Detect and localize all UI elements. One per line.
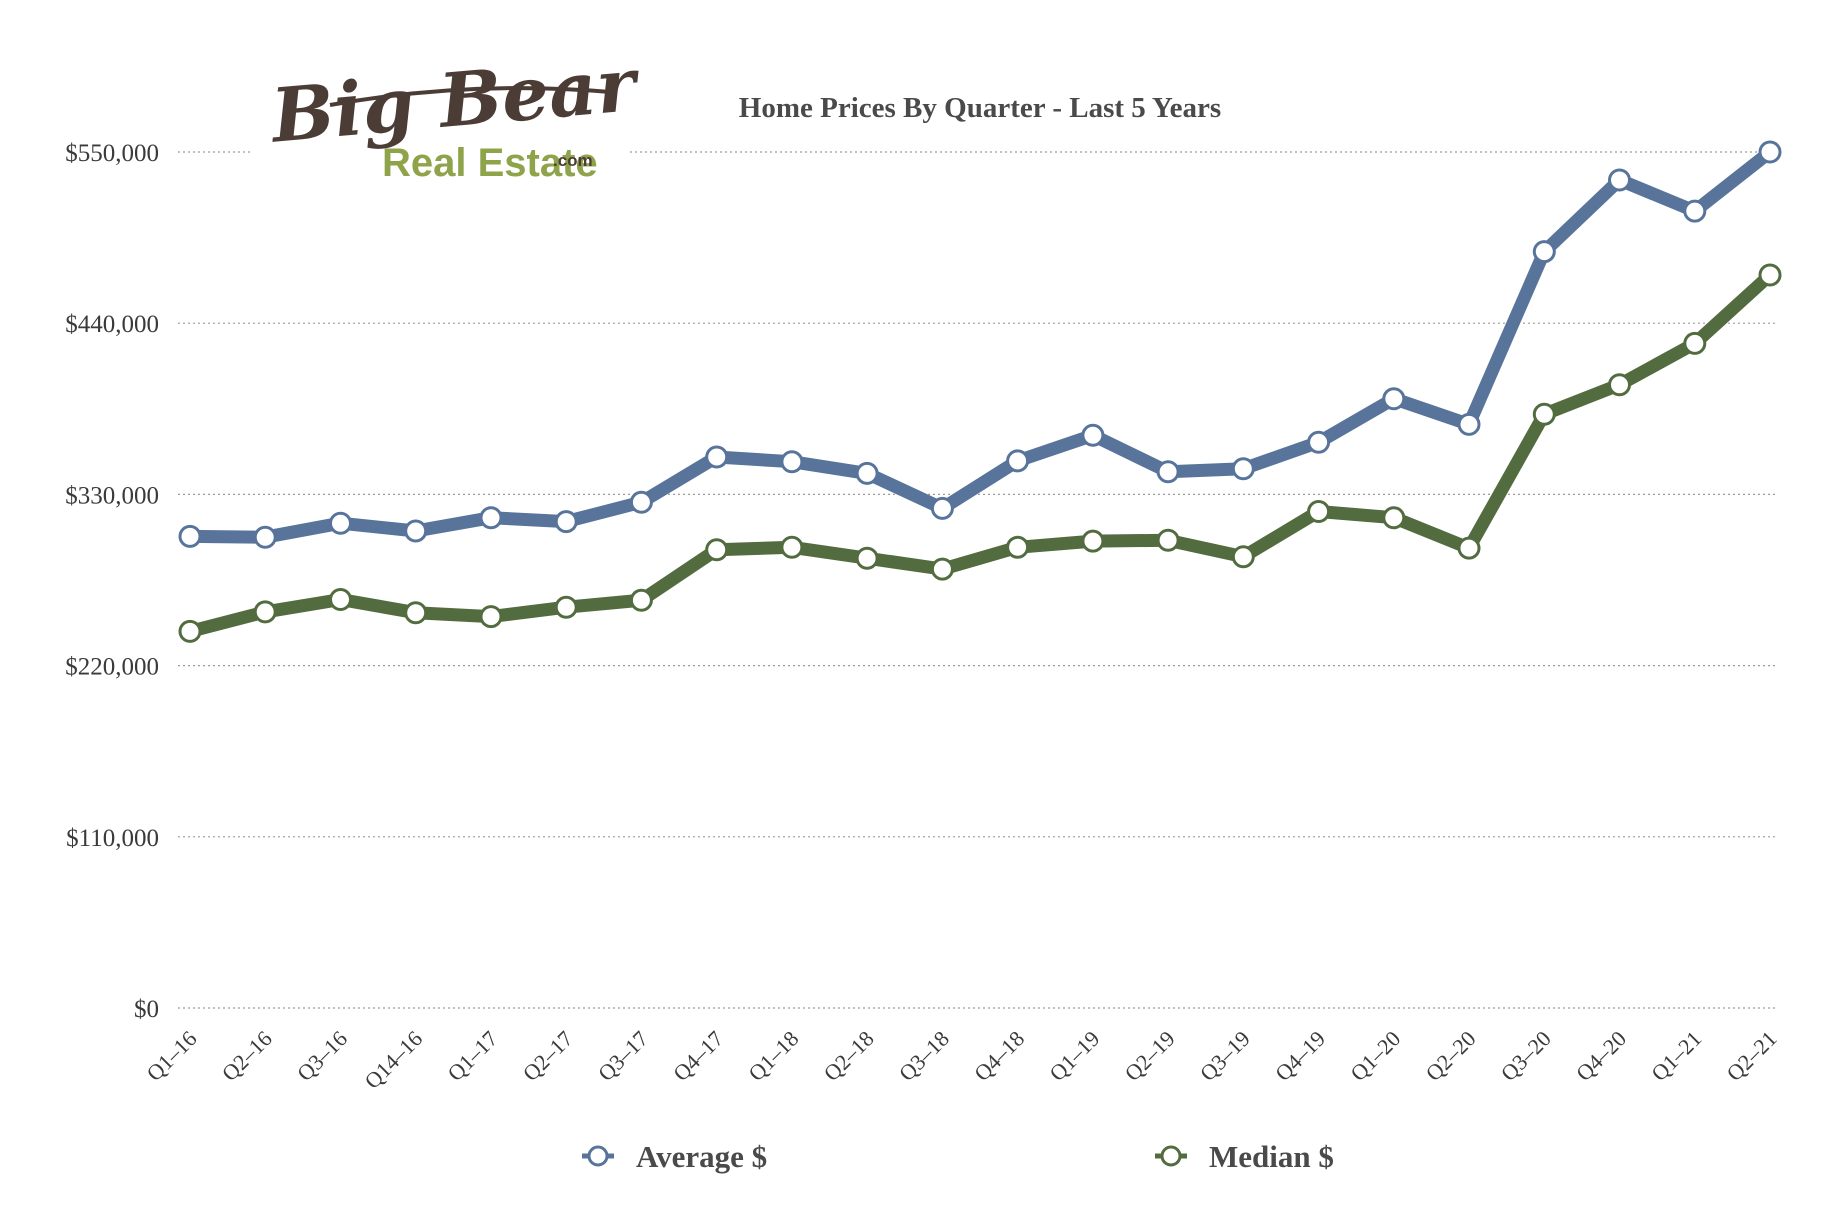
data-point-average[interactable]: [1006, 449, 1030, 473]
logo-line2: Real Estate: [382, 141, 598, 185]
legend-item-average[interactable]: Average $: [582, 1139, 767, 1174]
x-tick-label: Q4–20: [1571, 1026, 1631, 1086]
data-point-median[interactable]: [554, 595, 578, 619]
legend: Average $ Median $: [582, 1139, 1334, 1174]
x-tick-label: Q1–20: [1345, 1026, 1405, 1086]
x-tick-label: Q14–16: [359, 1026, 427, 1094]
series-lines: [183, 145, 1777, 638]
data-point-average[interactable]: [629, 490, 653, 514]
data-point-median[interactable]: [1683, 331, 1707, 355]
data-point-median[interactable]: [1532, 402, 1556, 426]
x-tick-label: Q1–18: [743, 1026, 803, 1086]
data-point-median[interactable]: [1006, 535, 1030, 559]
data-point-median[interactable]: [1231, 545, 1255, 569]
data-point-average[interactable]: [253, 525, 277, 549]
big-bear-logo: Big Bear Real Estate .com: [266, 42, 644, 185]
x-tick-label: Q2–20: [1421, 1026, 1481, 1086]
data-point-median[interactable]: [855, 546, 879, 570]
data-point-average[interactable]: [1382, 387, 1406, 411]
data-point-median[interactable]: [1081, 529, 1105, 553]
x-tick-label: Q3–19: [1195, 1026, 1255, 1086]
x-tick-label: Q1–17: [442, 1026, 502, 1086]
data-point-median[interactable]: [479, 605, 503, 629]
data-point-median[interactable]: [780, 535, 804, 559]
y-tick-label: $110,000: [66, 825, 159, 852]
legend-average-label: Average $: [636, 1139, 767, 1174]
x-tick-label: Q2–17: [518, 1026, 578, 1086]
data-point-median[interactable]: [705, 538, 729, 562]
data-point-median[interactable]: [329, 588, 352, 611]
series-line-average: [183, 145, 1777, 544]
x-tick-label: Q1–19: [1044, 1026, 1104, 1086]
data-point-average[interactable]: [1156, 460, 1180, 484]
data-point-median[interactable]: [930, 557, 954, 581]
y-tick-label: $440,000: [65, 311, 159, 338]
data-point-average[interactable]: [554, 510, 578, 534]
data-point-average[interactable]: [329, 511, 352, 535]
y-tick-label: $0: [134, 996, 159, 1023]
logo-swoosh: [329, 86, 611, 107]
data-point-median[interactable]: [629, 588, 653, 612]
data-point-average[interactable]: [479, 506, 503, 530]
legend-median-label: Median $: [1209, 1139, 1334, 1174]
x-tick-label: Q4–19: [1270, 1026, 1330, 1086]
chart-title: Home Prices By Quarter - Last 5 Years: [739, 92, 1221, 124]
data-point-average[interactable]: [404, 519, 428, 543]
data-point-average[interactable]: [1081, 423, 1105, 447]
x-tick-label: Q3–20: [1496, 1026, 1556, 1086]
data-point-average[interactable]: [705, 445, 729, 469]
data-point-average[interactable]: [1457, 412, 1481, 436]
x-tick-label: Q3–17: [593, 1026, 653, 1086]
legend-average-marker: [587, 1145, 609, 1167]
x-tick-label: Q1–21: [1646, 1026, 1706, 1086]
data-point-median[interactable]: [178, 619, 202, 643]
x-axis-ticks: Q1–16 Q2–16 Q3–16 Q14–16 Q1–17 Q2–17 Q3–17 Q4–1…: [142, 1026, 1782, 1094]
x-tick-label: Q1–16: [142, 1026, 202, 1086]
x-tick-label: Q2–18: [819, 1026, 879, 1086]
data-point-median[interactable]: [1156, 528, 1180, 552]
data-point-average[interactable]: [930, 496, 954, 520]
data-point-average[interactable]: [1608, 168, 1631, 192]
y-tick-label: $550,000: [65, 140, 159, 167]
data-point-median[interactable]: [1457, 536, 1481, 560]
y-tick-label: $330,000: [65, 482, 159, 509]
x-tick-label: Q4–17: [668, 1026, 728, 1086]
data-point-average[interactable]: [1307, 430, 1331, 454]
x-tick-label: Q2–21: [1722, 1026, 1782, 1086]
series-line-median: [183, 268, 1777, 638]
x-tick-label: Q2–16: [217, 1026, 277, 1086]
x-tick-label: Q4–18: [969, 1026, 1029, 1086]
data-point-average[interactable]: [1758, 140, 1782, 164]
data-point-average[interactable]: [1683, 199, 1707, 223]
data-point-median[interactable]: [253, 600, 277, 624]
data-point-average[interactable]: [1231, 457, 1255, 481]
logo-suffix: .com: [553, 151, 593, 170]
data-point-median[interactable]: [1307, 500, 1331, 523]
data-point-median[interactable]: [404, 601, 428, 625]
legend-median-marker: [1160, 1145, 1182, 1167]
data-point-average[interactable]: [1532, 240, 1556, 264]
data-point-average[interactable]: [855, 461, 879, 485]
data-point-median[interactable]: [1608, 373, 1631, 397]
data-point-median[interactable]: [1758, 263, 1782, 287]
data-point-average[interactable]: [178, 524, 202, 548]
series-markers: [178, 140, 1782, 643]
legend-item-median[interactable]: Median $: [1155, 1139, 1334, 1174]
y-axis-ticks: $0 $110,000 $220,000 $330,000 $440,000 $550,0…: [65, 140, 159, 1023]
x-tick-label: Q3–18: [894, 1026, 954, 1086]
data-point-average[interactable]: [780, 450, 804, 474]
y-tick-label: $220,000: [65, 654, 159, 681]
x-tick-label: Q3–16: [292, 1026, 352, 1086]
x-tick-label: Q2–19: [1120, 1026, 1180, 1086]
data-point-median[interactable]: [1382, 506, 1406, 530]
